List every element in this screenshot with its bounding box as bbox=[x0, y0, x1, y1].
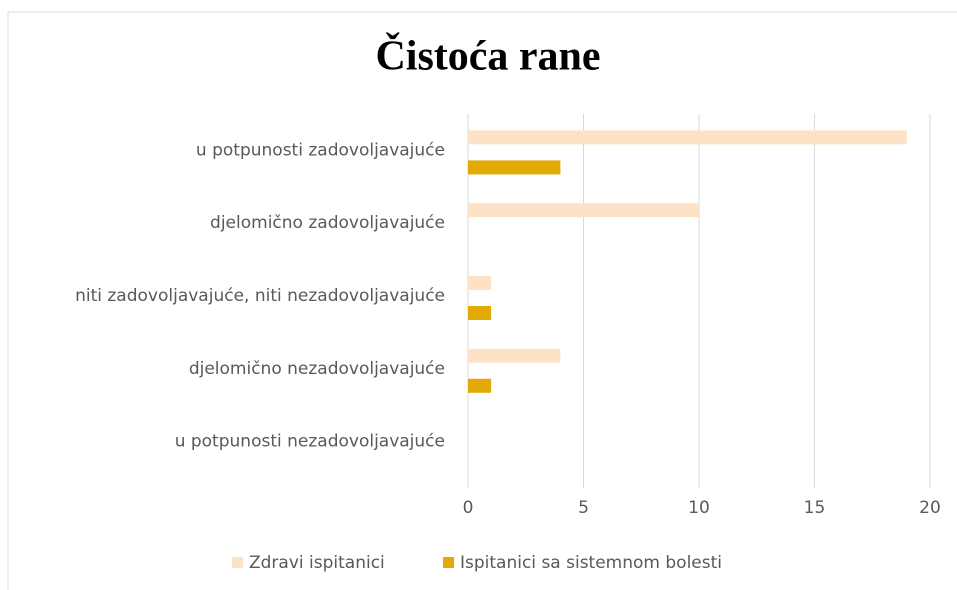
legend-swatch bbox=[443, 557, 454, 568]
bar bbox=[468, 276, 492, 290]
y-tick-label: djelomično nezadovoljavajuće bbox=[189, 359, 445, 379]
y-tick-label: niti zadovoljavajuće, niti nezadovoljava… bbox=[75, 286, 445, 306]
x-tick-label: 20 bbox=[919, 498, 941, 518]
x-tick-label: 10 bbox=[688, 498, 710, 518]
x-tick-label: 15 bbox=[804, 498, 826, 518]
legend-label: Ispitanici sa sistemnom bolesti bbox=[460, 553, 722, 573]
legend-label: Zdravi ispitanici bbox=[249, 553, 385, 573]
legend-swatch bbox=[232, 557, 243, 568]
y-tick-label: djelomično zadovoljavajuće bbox=[210, 213, 445, 233]
bar bbox=[468, 130, 907, 145]
bar bbox=[468, 160, 561, 175]
chart-frame bbox=[7, 11, 957, 590]
y-tick-label: u potpunosti zadovoljavajuće bbox=[196, 140, 445, 160]
bar bbox=[468, 348, 561, 363]
bar bbox=[468, 378, 492, 393]
x-tick-label: 5 bbox=[578, 498, 589, 518]
chart-title: Čistoća rane bbox=[375, 32, 600, 80]
bar bbox=[468, 306, 492, 320]
bar bbox=[468, 203, 699, 218]
y-tick-label: u potpunosti nezadovoljavajuće bbox=[175, 432, 445, 452]
x-tick-label: 0 bbox=[463, 498, 474, 518]
